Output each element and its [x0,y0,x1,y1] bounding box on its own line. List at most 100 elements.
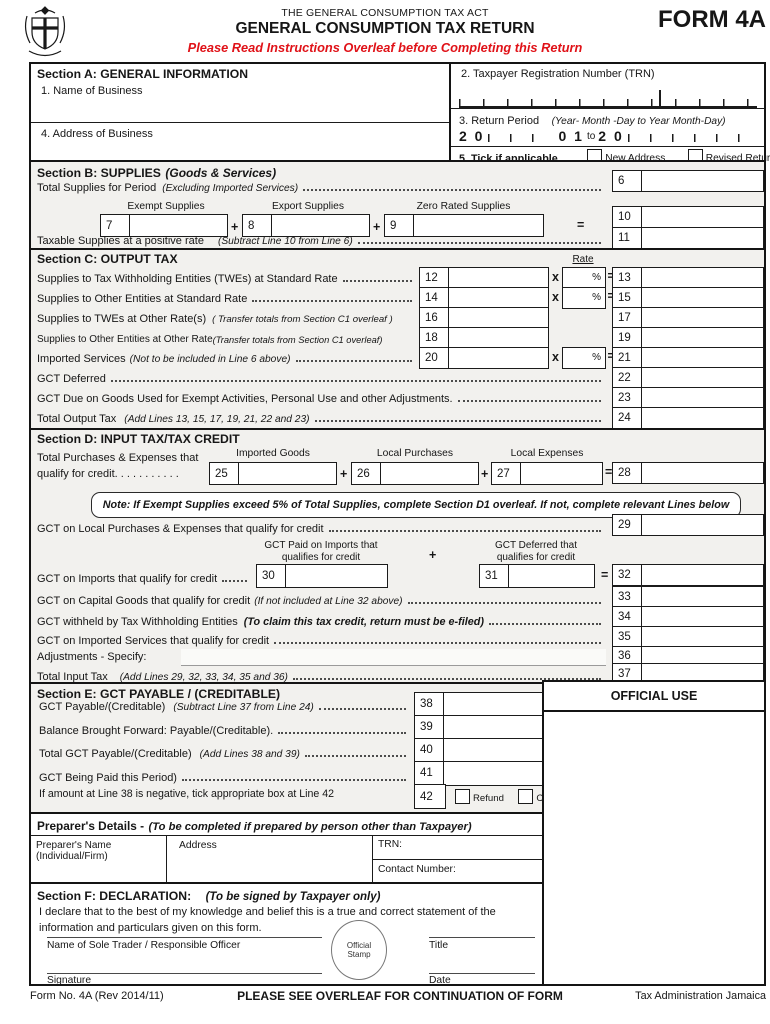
line8-number: 8 [243,215,272,236]
section-f-title-hint: (To be signed by Taxpayer only) [205,891,381,903]
line33-value[interactable] [642,587,763,606]
line38-value[interactable] [444,693,543,716]
title-line[interactable] [429,937,535,938]
line41-label: GCT Being Paid this Period) [39,772,177,784]
refund-checkbox[interactable] [455,789,470,804]
line16-value[interactable] [449,308,548,328]
line6-number: 6 [613,171,642,191]
line32-value[interactable] [642,565,763,585]
zero-rated-supplies-label: Zero Rated Supplies [416,201,511,212]
line11-hint: (Subtract Line 10 from Line 6) [217,236,353,247]
line15-value[interactable] [642,288,763,308]
preparer-contact-field[interactable] [463,864,538,880]
equals-1: = [608,269,615,283]
line10-value[interactable] [642,207,763,227]
line21-box: 21 [612,347,764,369]
signature-line[interactable] [47,973,322,974]
deferred-label-1: GCT Deferred that [494,540,578,551]
preparer-address-field[interactable] [179,854,367,882]
section-b-title-hint: (Goods & Services) [165,166,277,180]
preparer-col-divider1 [166,835,167,884]
line28-box: 28 [612,462,764,484]
rate-box-1[interactable]: % [562,267,606,289]
line36-box: 36 [612,646,764,665]
line17-value[interactable] [642,308,763,328]
line29-leaders [328,526,601,532]
line41-value[interactable] [444,762,543,785]
line24-leaders [314,416,601,422]
name-of-business-field[interactable] [41,100,439,120]
preparer-details: Preparer's Details - (To be completed if… [31,812,542,884]
line14-label: Supplies to Other Entities at Standard R… [37,293,248,305]
paid-imports-label-1: GCT Paid on Imports that [264,540,378,551]
jamaica-coat-of-arms-icon [22,5,72,59]
line13-value[interactable] [642,268,763,288]
date-line[interactable] [429,973,535,974]
multiply-3: x [552,350,559,364]
line18-value[interactable] [449,328,548,348]
line6-leaders [303,185,601,191]
preparer-trn-field[interactable] [409,839,537,857]
plus-operator-2: + [373,220,381,234]
line39-value[interactable] [444,716,543,739]
line30-value[interactable] [286,565,387,587]
section-a-right-divider1 [451,108,764,109]
line40-number: 40 [415,739,444,762]
line7-value[interactable] [130,215,227,236]
adjustments-specify-field[interactable] [181,649,606,666]
line18-box: 18 [419,327,549,349]
line22-box: 22 [612,367,764,389]
line16-box: 16 [419,307,549,329]
preparer-name-field[interactable] [36,854,161,882]
line14-value[interactable] [449,288,548,308]
trn-field[interactable] [459,84,757,108]
line25-value[interactable] [239,463,336,484]
line28-value[interactable] [642,463,763,483]
section-a-right: 2. Taxpayer Registration Number (TRN) 3.… [451,64,770,165]
line6-value[interactable] [642,171,763,191]
line10-box: 10 [612,206,764,228]
line23-value[interactable] [642,388,763,408]
line27-value[interactable] [521,463,602,484]
line21-number: 21 [613,348,642,368]
declaration-line-2: information and particulars given on thi… [39,922,262,934]
line22-value[interactable] [642,368,763,388]
address-of-business-field[interactable] [41,142,439,158]
rate-box-3[interactable]: % [562,347,606,369]
section-f: Section F: DECLARATION: (To be signed by… [31,882,542,986]
trn-field-ticks [459,99,757,106]
title-line-label: Title [429,940,449,951]
line36-label: Adjustments - Specify: [37,651,147,663]
name-signature-line[interactable] [47,937,322,938]
section-c-title: Section C: OUTPUT TAX [37,252,178,266]
return-period-field[interactable]: 2 0 0 1 to 2 0 [459,125,759,144]
line6-label: Total Supplies for Period [37,182,157,194]
line21-value[interactable] [642,348,763,368]
line20-box: 20 [419,347,549,369]
line8-value[interactable] [272,215,369,236]
official-use-area[interactable] [544,712,764,984]
line26-value[interactable] [381,463,478,484]
line7-number: 7 [101,215,130,236]
line36-value[interactable] [642,647,763,664]
preparer-name-label: Preparer's Name (Individual/Firm) [36,840,112,862]
line31-value[interactable] [509,565,594,587]
line40-value[interactable] [444,739,543,762]
line24-value[interactable] [642,408,763,428]
credit-checkbox[interactable] [518,789,534,804]
line35-value[interactable] [642,627,763,646]
line20-hint: (Not to be included in Line 6 above) [129,354,291,365]
line34-value[interactable] [642,607,763,626]
rate-box-2[interactable]: % [562,287,606,309]
official-stamp-circle: Official Stamp [331,920,387,980]
line11-number: 11 [613,227,642,248]
line37-value[interactable] [642,664,763,683]
line12-value[interactable] [449,268,548,288]
line20-value[interactable] [449,348,548,368]
line12-box: 12 [419,267,549,289]
section-a: Section A: GENERAL INFORMATION 1. Name o… [31,64,770,165]
line9-value[interactable] [414,215,543,236]
line11-value[interactable] [642,227,763,248]
line19-value[interactable] [642,328,763,348]
line29-value[interactable] [642,515,763,535]
